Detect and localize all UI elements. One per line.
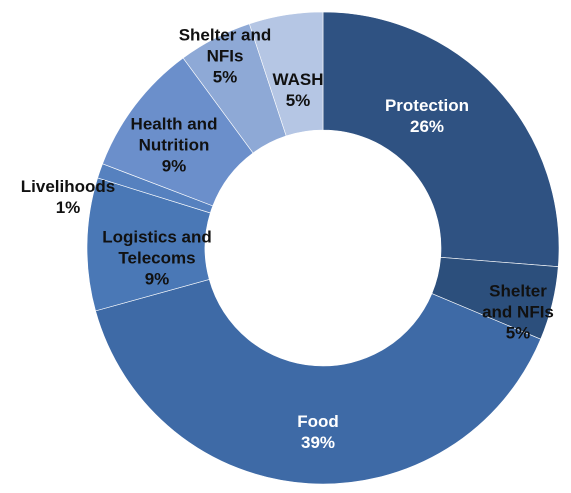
value-label: 9% (144, 269, 170, 289)
slice-label: Protection 26% (367, 95, 487, 137)
value-label: 1% (55, 198, 81, 217)
category-label: Shelter and NFIs (178, 25, 272, 66)
slice-label: Logistics and Telecoms 9% (90, 227, 225, 290)
value-label: 5% (505, 323, 531, 343)
category-label: Shelter and NFIs (482, 281, 554, 322)
slice-label: Shelter and NFIs 5% (473, 281, 563, 344)
category-label: Protection (384, 96, 470, 115)
value-label: 26% (409, 117, 445, 136)
category-label: WASH (272, 70, 324, 89)
slice-label: Livelihoods 1% (13, 176, 123, 218)
slice-label: Food 39% (278, 411, 358, 453)
slice-label: Health and Nutrition 9% (109, 114, 239, 177)
slice-label: WASH 5% (263, 69, 333, 111)
value-label: 39% (300, 433, 336, 452)
value-label: 5% (212, 67, 238, 87)
category-label: Logistics and Telecoms (102, 227, 212, 268)
value-label: 9% (161, 156, 187, 176)
slice-label: Shelter and NFIs 5% (170, 25, 280, 88)
donut-slice (322, 11, 560, 268)
value-label: 5% (285, 91, 311, 110)
category-label: Food (297, 412, 339, 431)
donut-slice (248, 11, 324, 137)
category-label: Health and Nutrition (130, 114, 218, 155)
category-label: Livelihoods (20, 177, 116, 196)
donut-slice (95, 279, 542, 485)
